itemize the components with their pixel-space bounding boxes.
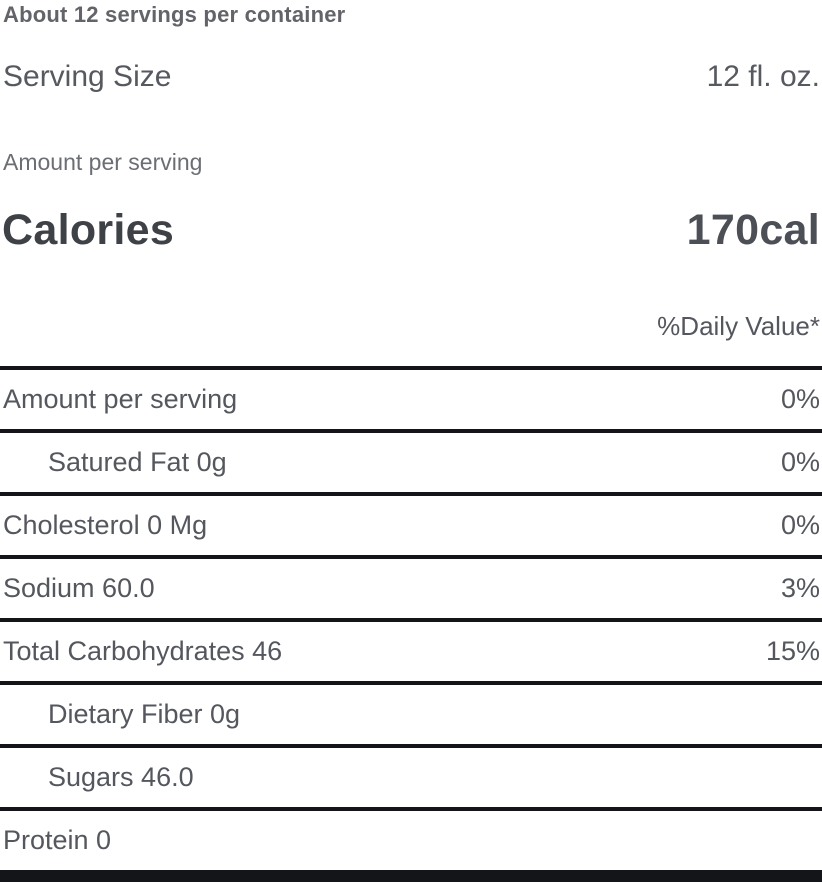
nutrient-label: Satured Fat 0g [48, 447, 227, 477]
nutrient-daily-value: 0% [780, 510, 820, 540]
nutrient-label: Total Carbohydrates 46 [3, 636, 283, 666]
nutrient-label: Amount per serving [3, 384, 238, 414]
amount-per-serving-heading: Amount per serving [3, 149, 203, 175]
calories-value: 170cal [686, 206, 820, 254]
nutrient-daily-value: 0% [780, 384, 820, 414]
nutrient-row: Satured Fat 0g 0% [0, 429, 822, 492]
nutrient-row: Cholesterol 0 Mg 0% [0, 492, 822, 555]
nutrient-row: Total Carbohydrates 46 15% [0, 618, 822, 681]
serving-size-row: Serving Size 12 fl. oz. [3, 60, 820, 94]
nutrient-row: Sugars 46.0 [0, 744, 822, 807]
servings-per-container-note: About 12 servings per container [3, 2, 346, 27]
nutrient-row: Dietary Fiber 0g [0, 681, 822, 744]
daily-value-header: %Daily Value* [657, 311, 820, 341]
nutrient-daily-value: 3% [780, 573, 820, 603]
nutrient-table: Amount per serving 0% Satured Fat 0g 0% Chol… [0, 366, 822, 870]
nutrient-label: Protein 0 [3, 825, 112, 855]
nutrient-row: Amount per serving 0% [0, 366, 822, 429]
nutrient-row: Protein 0 [0, 807, 822, 870]
nutrient-label: Sodium 60.0 [3, 573, 155, 603]
nutrient-label: Sugars 46.0 [48, 762, 194, 792]
nutrient-daily-value: 15% [765, 636, 820, 666]
calories-row: Calories 170cal [2, 206, 820, 255]
nutrient-label: Cholesterol 0 Mg [3, 510, 208, 540]
calories-label: Calories [2, 206, 175, 254]
nutrient-daily-value: 0% [780, 447, 820, 477]
nutrient-row: Sodium 60.0 3% [0, 555, 822, 618]
nutrient-label: Dietary Fiber 0g [48, 699, 241, 729]
serving-size-value: 12 fl. oz. [706, 60, 820, 93]
bottom-rule-band [0, 870, 822, 882]
serving-size-label: Serving Size [3, 60, 172, 93]
